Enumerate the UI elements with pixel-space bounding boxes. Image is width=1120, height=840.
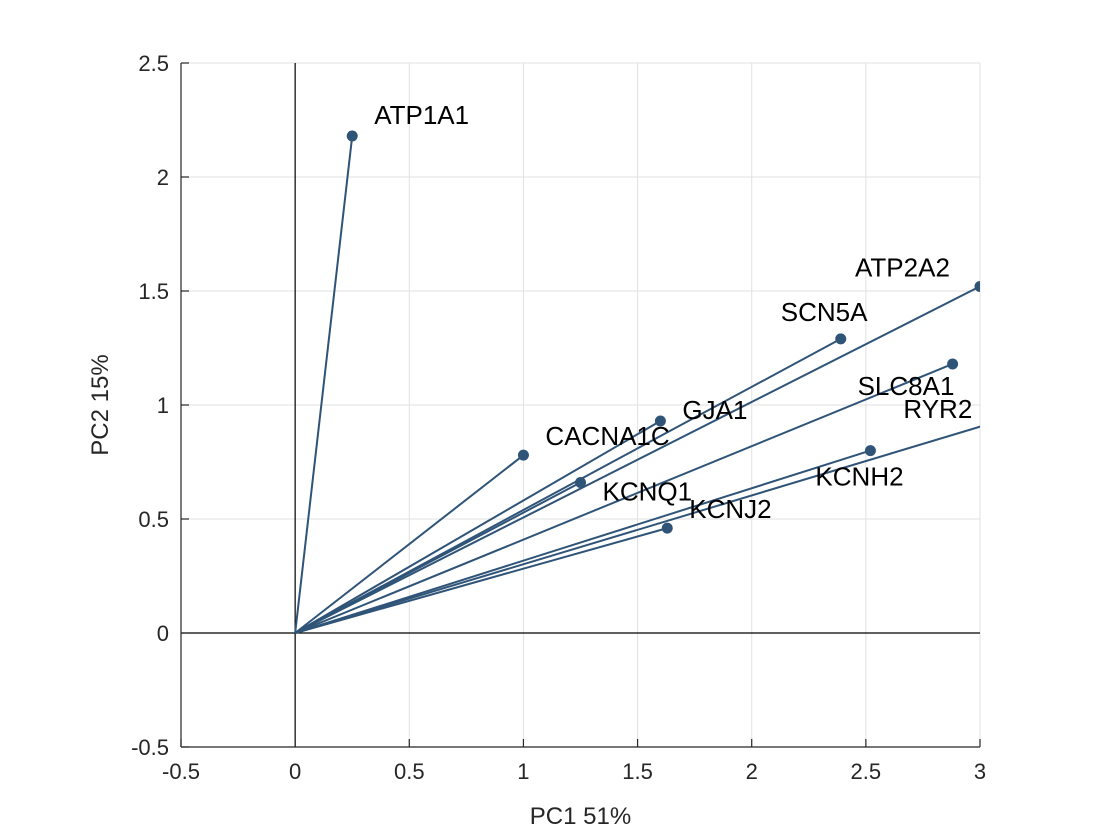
y-tick-label: 1 bbox=[157, 393, 169, 418]
vector-line-cacna1c bbox=[294, 454, 525, 634]
y-tick-label: 0.5 bbox=[138, 507, 169, 532]
vector-line-ryr2 bbox=[294, 425, 980, 634]
vector-point-scn5a bbox=[835, 333, 847, 345]
vector-point-slc8a1 bbox=[947, 358, 959, 370]
y-tick-label: 1.5 bbox=[138, 279, 169, 304]
vector-label-scn5a: SCN5A bbox=[781, 297, 868, 327]
vector-label-kcnj2: KCNJ2 bbox=[689, 494, 771, 524]
vector-line-atp2a2 bbox=[294, 285, 980, 634]
vector-line-scn5a bbox=[294, 337, 842, 634]
vector-point-kcnj2 bbox=[661, 522, 673, 534]
x-tick-label: 0 bbox=[289, 759, 301, 784]
vector-label-slc8a1: SLC8A1 bbox=[858, 371, 955, 401]
x-tick-label: 1.5 bbox=[622, 759, 653, 784]
vector-label-atp1a1: ATP1A1 bbox=[374, 100, 469, 130]
x-tick-label: 1 bbox=[517, 759, 529, 784]
x-tick-label: 2.5 bbox=[851, 759, 882, 784]
vector-point-atp1a1 bbox=[346, 130, 358, 142]
vector-point-cacna1c bbox=[517, 449, 529, 461]
vector-point-ryr2 bbox=[986, 418, 997, 429]
vector-label-cacna1c: CACNA1C bbox=[545, 421, 669, 451]
x-tick-label: 0.5 bbox=[394, 759, 425, 784]
y-tick-label: 0 bbox=[157, 621, 169, 646]
y-tick-label: 2.5 bbox=[138, 51, 169, 76]
vectors bbox=[294, 130, 997, 634]
vector-label-kcnq1: KCNQ1 bbox=[603, 477, 693, 507]
x-tick-label: -0.5 bbox=[162, 759, 200, 784]
vector-point-kcnh2 bbox=[864, 445, 876, 457]
x-tick-label: 3 bbox=[974, 759, 986, 784]
x-tick-label: 2 bbox=[746, 759, 758, 784]
vector-line-atp1a1 bbox=[294, 135, 354, 634]
vector-label-atp2a2: ATP2A2 bbox=[855, 252, 950, 282]
y-tick-label: 2 bbox=[157, 165, 169, 190]
y-axis-label: PC2 15% bbox=[87, 354, 114, 455]
vector-line-kcnh2 bbox=[294, 449, 871, 634]
axes: -0.5 0 0.5 1 1.5 2 2.5 3 -0.5 0 0.5 1 1.5 2 2.5 bbox=[131, 51, 986, 784]
vector-line-kcnj2 bbox=[294, 527, 668, 634]
grid bbox=[180, 62, 981, 748]
y-tick-label: -0.5 bbox=[131, 735, 169, 760]
vector-line-gja1 bbox=[294, 420, 661, 634]
vector-label-kcnh2: KCNH2 bbox=[815, 462, 903, 492]
vector-labels: ATP1A1 CACNA1C KCNQ1 GJA1 SCN5A ATP2A2 SLC8A1R… bbox=[374, 100, 972, 524]
vector-point-atp2a2 bbox=[974, 280, 980, 292]
vector-label-ryr2: RYR2 bbox=[903, 394, 972, 424]
vector-label-gja1: GJA1 bbox=[682, 395, 747, 425]
vector-line-slc8a1 bbox=[294, 363, 953, 634]
x-axis-label: PC1 51% bbox=[530, 803, 631, 830]
vector-point-gja1 bbox=[654, 415, 666, 427]
